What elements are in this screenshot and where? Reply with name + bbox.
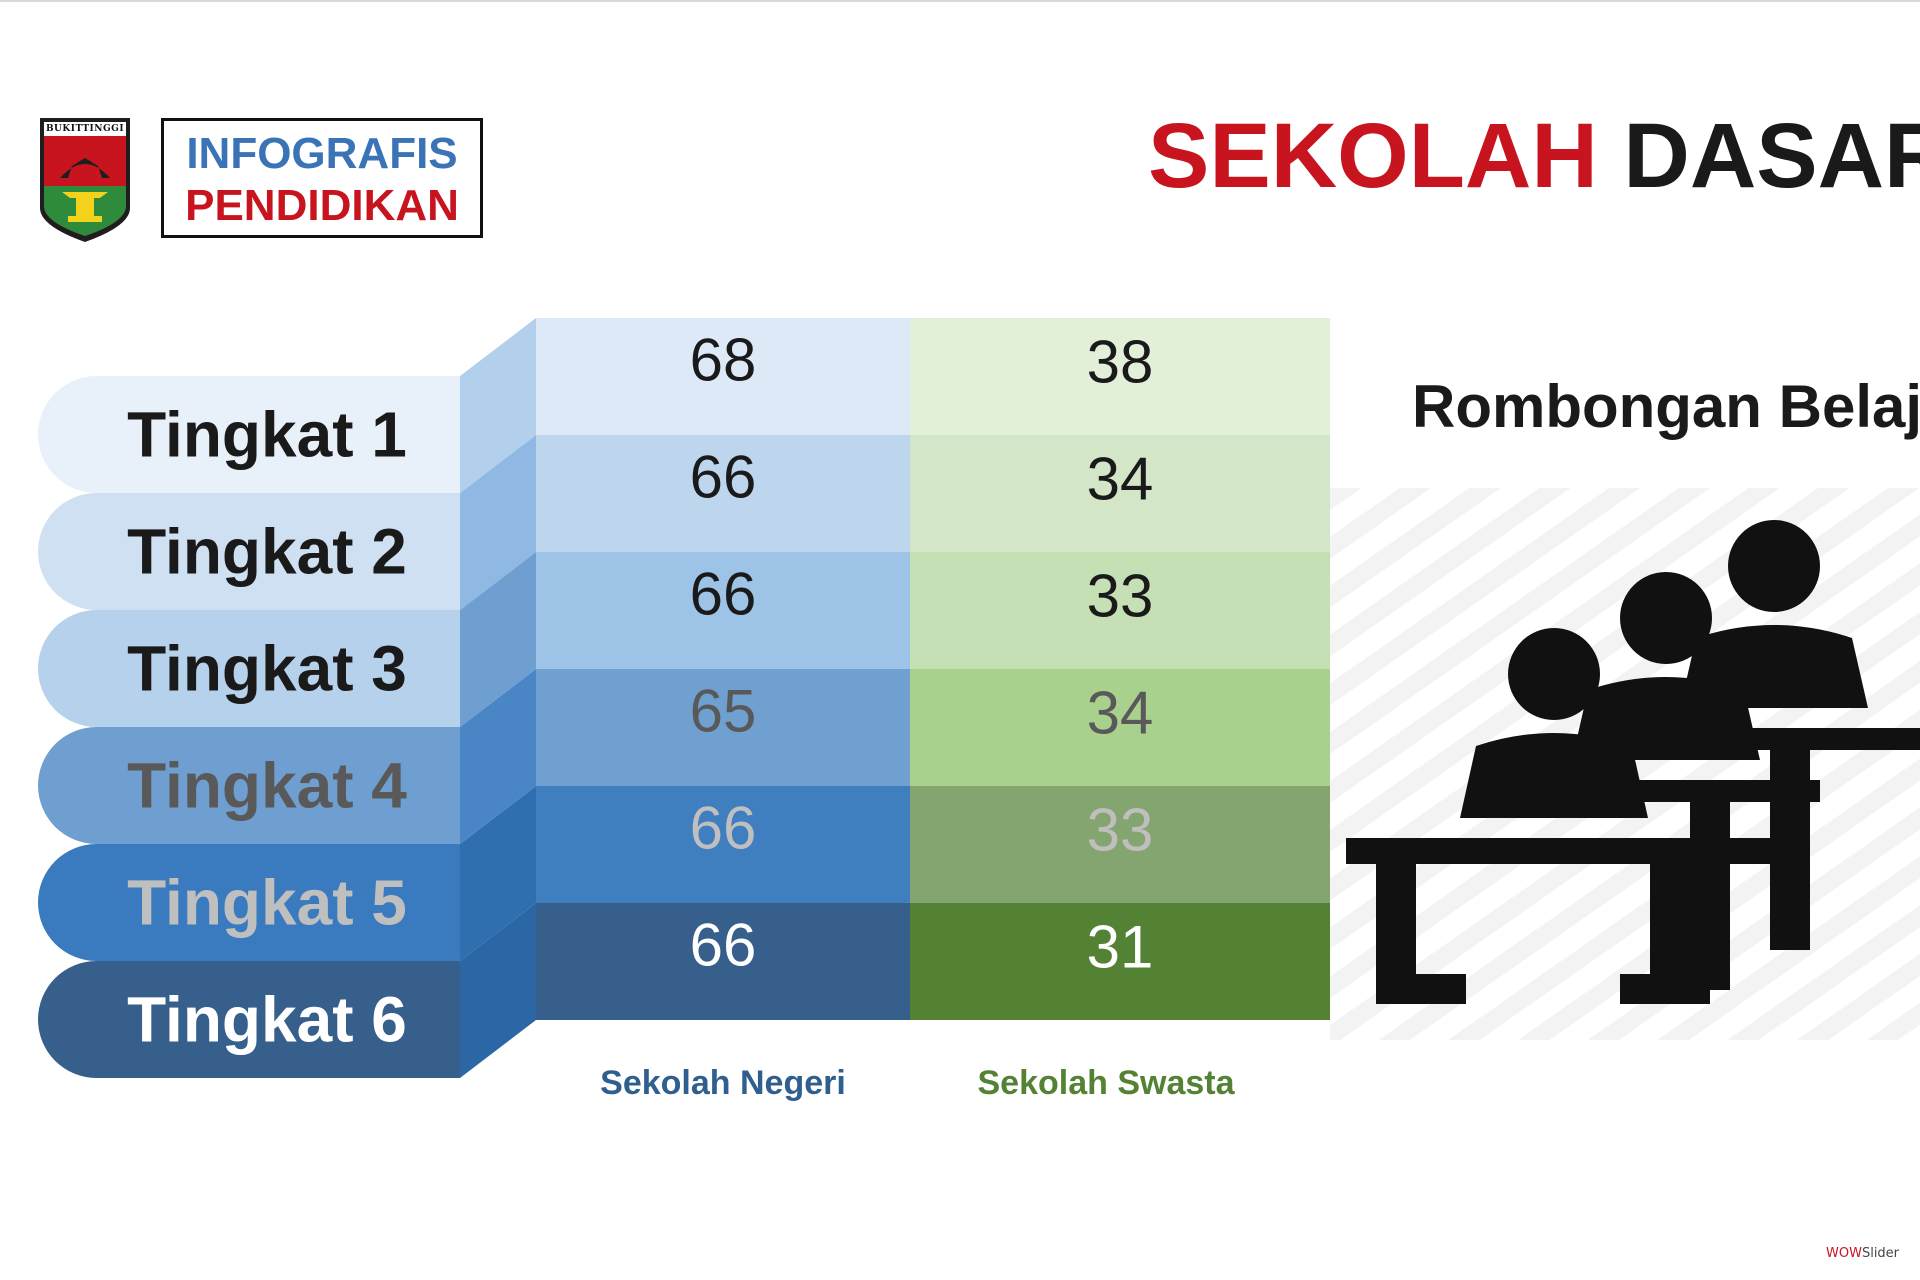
swasta-value: 34 xyxy=(1087,680,1154,747)
tier-label: Tingkat 5 xyxy=(127,867,407,939)
top-border xyxy=(0,0,1920,2)
tier-connector xyxy=(460,786,536,961)
classroom-icon xyxy=(1330,488,1920,1040)
negeri-cell xyxy=(536,435,910,552)
negeri-cell xyxy=(536,669,910,786)
crest-text: BUKITTINGGI xyxy=(45,124,125,134)
negeri-value: 66 xyxy=(690,912,757,979)
negeri-value: 66 xyxy=(690,444,757,511)
swasta-value: 31 xyxy=(1087,914,1154,981)
negeri-cell xyxy=(536,552,910,669)
badge-slider: Slider xyxy=(1861,1246,1900,1261)
badge-wow: WOW xyxy=(1826,1246,1862,1261)
negeri-value: 68 xyxy=(690,327,757,394)
tier-connector xyxy=(460,903,536,1078)
tier-label: Tingkat 3 xyxy=(127,633,407,705)
negeri-cell xyxy=(536,318,910,435)
swasta-value: 33 xyxy=(1087,797,1154,864)
tier-label-pill xyxy=(38,493,461,610)
swasta-value: 33 xyxy=(1087,563,1154,630)
swasta-cell xyxy=(910,786,1330,903)
negeri-value: 65 xyxy=(690,678,757,745)
tier-label-pill xyxy=(38,961,461,1078)
tier-label: Tingkat 1 xyxy=(127,399,407,471)
sekolah-swasta-label: Sekolah Swasta xyxy=(977,1064,1235,1102)
tier-connector xyxy=(460,435,536,610)
tier-connector xyxy=(460,669,536,844)
crest-shield-icon xyxy=(40,118,130,242)
tier-label-pill xyxy=(38,844,461,961)
tier-label-pill xyxy=(38,610,461,727)
bukittinggi-crest-logo: BUKITTINGGI xyxy=(36,116,134,244)
negeri-cell xyxy=(536,786,910,903)
title-part-sekolah: SEKOLAH xyxy=(1148,105,1598,207)
tier-connector xyxy=(460,552,536,727)
tier-connector xyxy=(460,318,536,493)
swasta-cell xyxy=(910,318,1330,435)
tier-label-pill xyxy=(38,727,461,844)
sekolah-negeri-label: Sekolah Negeri xyxy=(600,1064,846,1102)
wowslider-badge[interactable]: WOWSlider xyxy=(1826,1246,1899,1261)
negeri-value: 66 xyxy=(690,795,757,862)
swasta-cell xyxy=(910,669,1330,786)
tier-label: Tingkat 6 xyxy=(127,984,407,1056)
tier-label: Tingkat 2 xyxy=(127,516,407,588)
swasta-cell xyxy=(910,552,1330,669)
swasta-value: 34 xyxy=(1087,446,1154,513)
infografis-label: INFOGRAFIS xyxy=(186,129,458,178)
infografis-box: INFOGRAFIS PENDIDIKAN xyxy=(161,118,483,238)
page-title: SEKOLAH DASAR xyxy=(1148,104,1920,208)
title-part-dasar: DASAR xyxy=(1623,105,1920,207)
tier-label: Tingkat 4 xyxy=(127,750,407,822)
swasta-cell xyxy=(910,435,1330,552)
negeri-value: 66 xyxy=(690,561,757,628)
pendidikan-label: PENDIDIKAN xyxy=(185,181,459,230)
swasta-cell xyxy=(910,903,1330,1020)
tingkat-table-chart: Tingkat 6 Tingkat 5 Tingkat 4 Tingkat 3 Ting… xyxy=(38,318,1330,1102)
section-subtitle: Rombongan Belaj xyxy=(1412,373,1920,440)
tier-label-pill xyxy=(38,376,461,493)
negeri-cell xyxy=(536,903,910,1020)
swasta-value: 38 xyxy=(1087,329,1154,396)
